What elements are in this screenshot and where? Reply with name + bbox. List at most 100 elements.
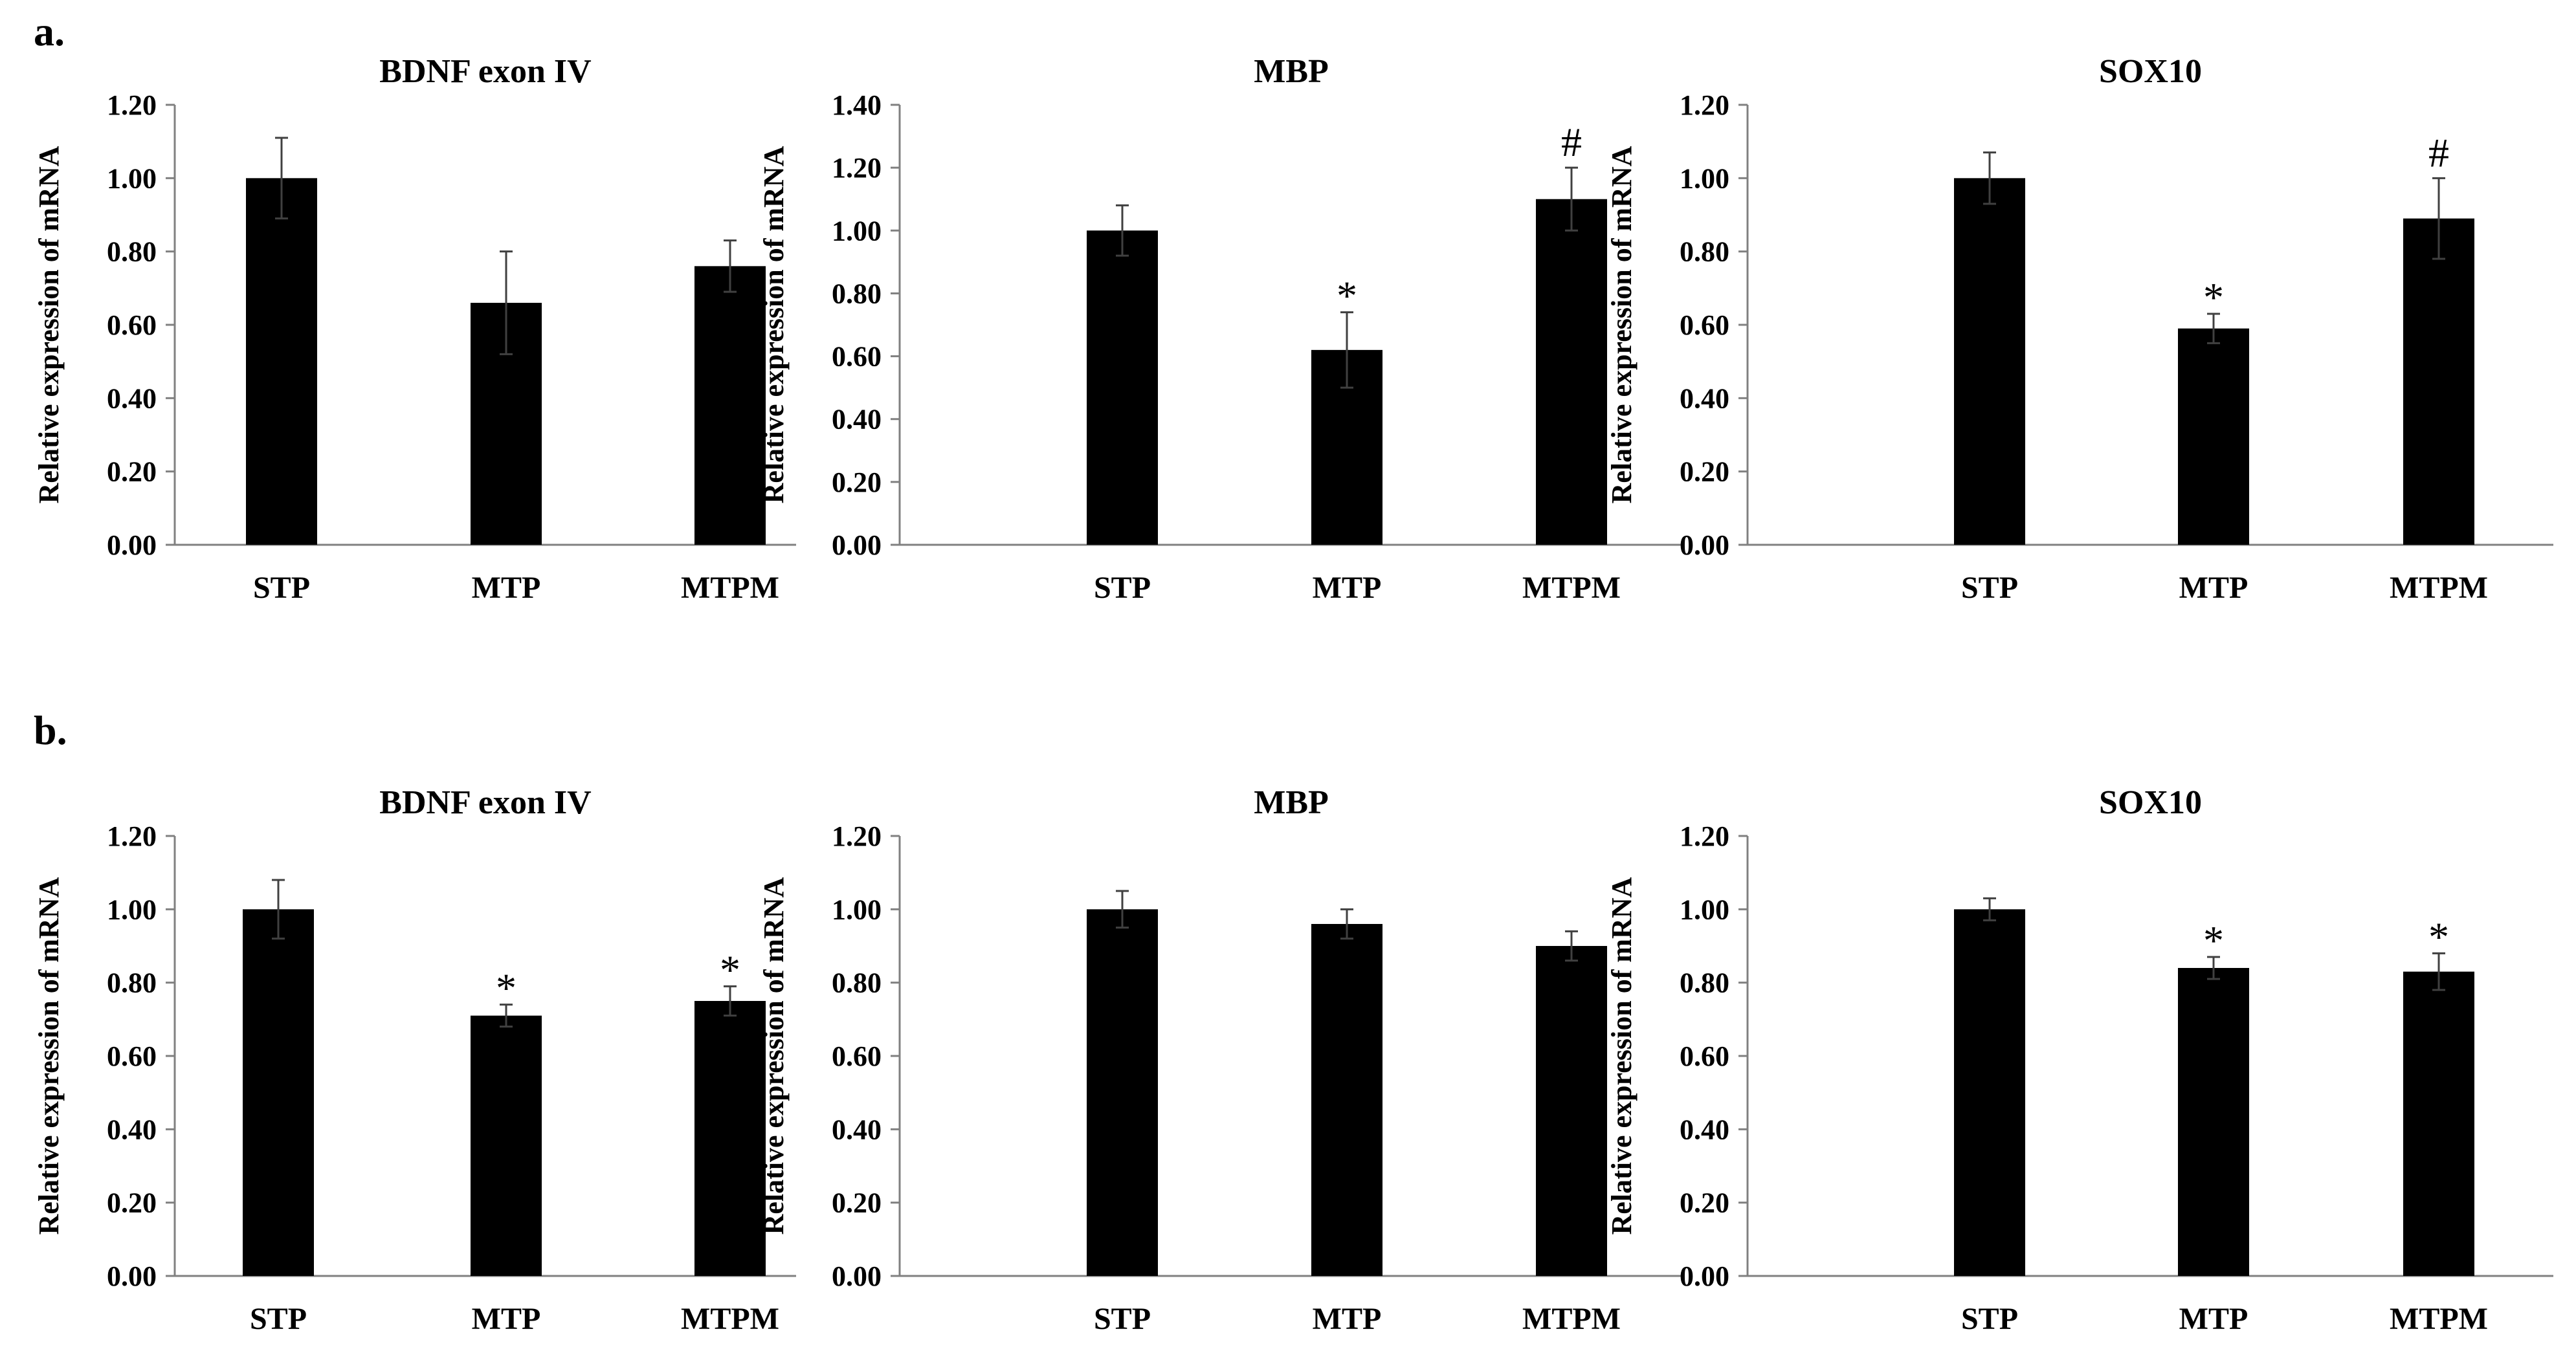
x-tick-label: MTP [2179,571,2248,605]
x-tick-label: STP [253,571,310,605]
bar [1954,178,2025,545]
x-tick-label: MTP [472,1302,541,1336]
chart-6: SOX10 Relative expression of mRNA 0.00 0.20… [1606,784,2553,1336]
y-tick-label: 1.20 [1680,820,1729,852]
bar [1311,924,1382,1276]
x-tick-label: MTPM [2390,1302,2488,1336]
y-tick-label: 0.00 [1680,529,1729,561]
y-tick-label: 1.00 [832,894,882,925]
bar [471,1015,542,1276]
significance-star: * [496,965,516,1011]
y-tick-label: 0.80 [832,278,882,309]
x-tick-label: STP [1094,1302,1151,1336]
bar [246,178,317,545]
bar [1087,909,1158,1276]
y-tick-label: 0.00 [1680,1260,1729,1292]
chart-grid: BDNF exon IV Relative expression of mRNA 0… [33,53,2553,1336]
y-tick-label: 0.80 [1680,967,1729,999]
y-tick-label: 0.00 [832,529,882,561]
y-tick-label: 0.40 [1680,382,1729,414]
y-tick-label: 0.40 [107,1114,157,1145]
bar [694,266,766,545]
y-tick-label: 0.00 [107,529,157,561]
y-tick-label: 0.40 [832,1114,882,1145]
x-tick-label: MTP [1313,1302,1382,1336]
y-tick-label: 1.20 [832,152,882,184]
chart-title: BDNF exon IV [379,53,591,90]
chart-5: MBP Relative expression of mRNA 0.00 0.20 0.… [758,784,1683,1336]
chart-4: BDNF exon IV Relative expression of mRNA 0… [33,784,796,1336]
y-tick-label: 0.40 [107,382,157,414]
y-tick-label: 1.00 [107,894,157,925]
y-tick-label: 0.20 [832,467,882,498]
chart-title: SOX10 [2099,53,2202,90]
bar [2403,218,2474,545]
y-tick-label: 0.20 [1680,456,1729,488]
x-tick-label: MTPM [681,1302,779,1336]
x-tick-label: MTPM [681,571,779,605]
significance-star: * [1337,273,1357,319]
y-axis-label: Relative expression of mRNA [33,877,65,1235]
y-tick-label: 1.00 [107,162,157,194]
x-tick-label: STP [250,1302,307,1336]
y-tick-label: 0.80 [832,967,882,999]
y-tick-label: 1.20 [832,820,882,852]
y-axis-label: Relative expression of mRNA [1606,877,1638,1235]
bar [243,909,314,1276]
y-tick-label: 1.40 [832,89,882,121]
y-tick-label: 0.00 [832,1260,882,1292]
y-tick-label: 0.80 [1680,236,1729,268]
y-tick-label: 1.20 [107,89,157,121]
y-axis-label: Relative expression of mRNA [1606,146,1638,503]
panel-label-a: a. [34,8,65,54]
x-tick-label: MTP [1313,571,1382,605]
bar [1954,909,2025,1276]
y-tick-label: 0.20 [107,456,157,488]
bar [1536,199,1607,545]
bar [2178,328,2249,545]
x-tick-label: MTPM [2390,571,2488,605]
y-tick-label: 0.20 [832,1187,882,1219]
chart-title: SOX10 [2099,784,2202,821]
y-tick-label: 1.20 [1680,89,1729,121]
y-axis-label: Relative expression of mRNA [33,146,65,503]
y-tick-label: 0.40 [1680,1114,1729,1145]
y-tick-label: 0.80 [107,236,157,268]
y-tick-label: 0.60 [832,1040,882,1072]
bar [1087,230,1158,545]
chart-title: MBP [1254,53,1329,90]
significance-hash: # [1561,119,1582,165]
panel-label-b: b. [34,707,67,753]
y-tick-label: 0.60 [1680,309,1729,341]
significance-hash: # [2428,129,2449,175]
y-tick-label: 0.20 [1680,1187,1729,1219]
significance-star: * [2203,274,2224,320]
y-tick-label: 0.60 [107,309,157,341]
x-tick-label: MTP [472,571,541,605]
x-tick-label: MTPM [1522,571,1621,605]
y-tick-label: 1.00 [1680,894,1729,925]
y-tick-label: 1.20 [107,820,157,852]
bar [2178,968,2249,1276]
significance-star: * [720,947,740,993]
y-axis-label: Relative expression of mRNA [758,146,790,503]
y-axis-label: Relative expression of mRNA [758,877,790,1235]
x-tick-label: MTPM [1522,1302,1621,1336]
x-tick-label: STP [1961,1302,2018,1336]
y-tick-label: 0.80 [107,967,157,999]
chart-title: BDNF exon IV [379,784,591,821]
y-tick-label: 0.60 [1680,1040,1729,1072]
bar [2403,971,2474,1276]
y-tick-label: 1.00 [1680,162,1729,194]
bar [1536,946,1607,1276]
y-tick-label: 1.00 [832,215,882,247]
y-tick-label: 0.20 [107,1187,157,1219]
x-tick-label: STP [1094,571,1151,605]
y-tick-label: 0.60 [107,1040,157,1072]
y-tick-label: 0.00 [107,1260,157,1292]
chart-1: BDNF exon IV Relative expression of mRNA 0… [33,53,796,605]
y-tick-label: 0.60 [832,341,882,373]
significance-star: * [2428,914,2449,960]
chart-title: MBP [1254,784,1329,821]
